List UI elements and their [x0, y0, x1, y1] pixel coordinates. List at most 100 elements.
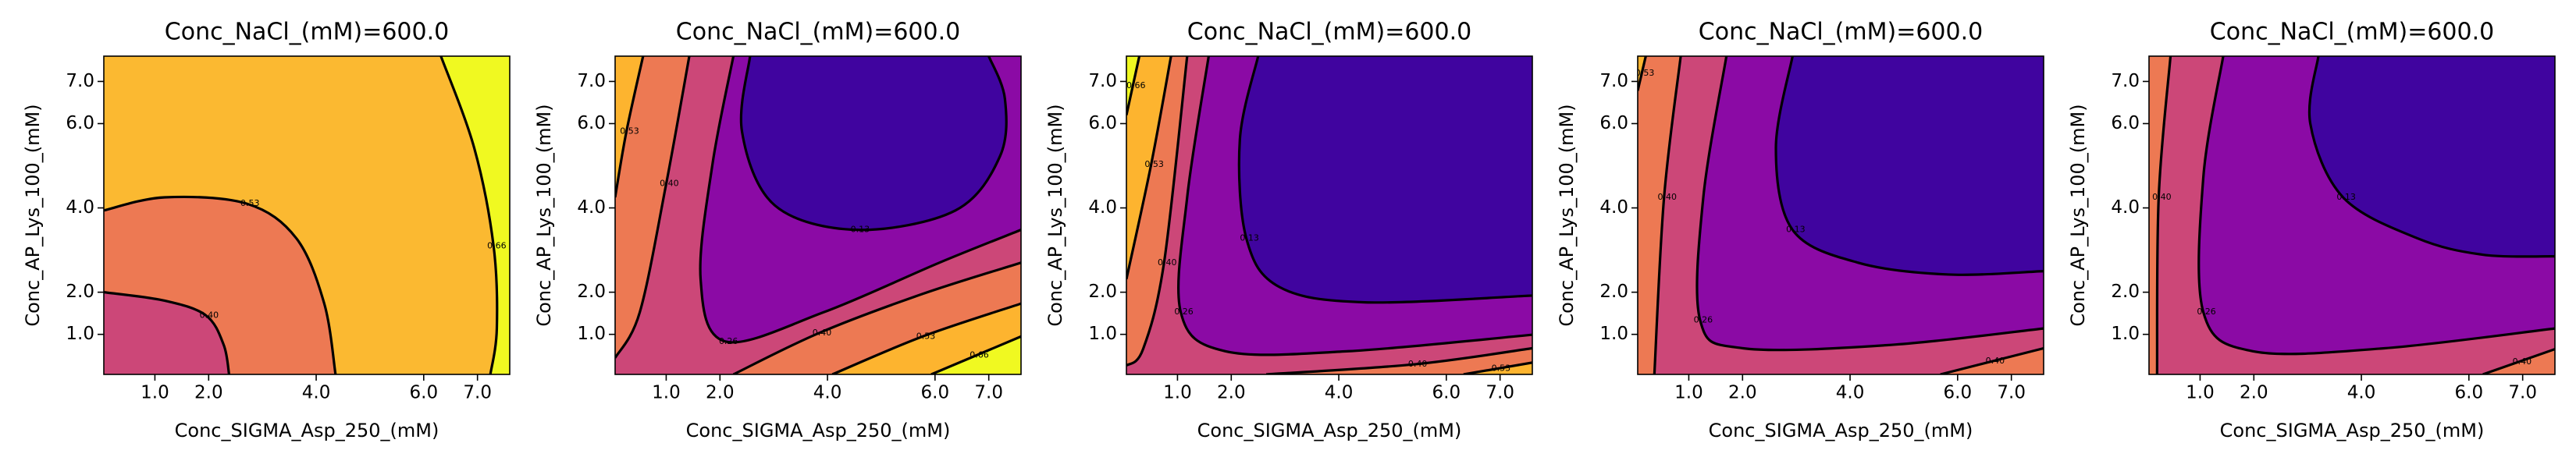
y-tick-label: 4.0	[2111, 197, 2140, 218]
contour-fill	[1239, 56, 1532, 303]
x-tick-label: 2.0	[194, 383, 223, 403]
contour-line	[1774, 56, 2044, 276]
y-tick-label: 4.0	[1088, 197, 1117, 218]
contour-label: 0.40	[1158, 257, 1177, 268]
contour-line	[1463, 361, 1532, 374]
contour-label: 0.40	[813, 328, 832, 338]
x-tick-label: 4.0	[2347, 383, 2376, 403]
chart-title: Conc_NaCl_(mM)=600.0	[676, 19, 960, 46]
contour-label: 0.53	[916, 331, 936, 341]
contour-line	[2482, 348, 2555, 374]
x-axis-label: Conc_SIGMA_Asp_250_(mM)	[686, 420, 951, 441]
contour-fill	[1776, 56, 2044, 275]
plot-area: 0.40 0.53 0.26 0.13 0.40	[1635, 56, 2044, 374]
y-tick-label: 1.0	[66, 324, 94, 344]
contour-label: 0.26	[2197, 307, 2216, 317]
y-tick-label: 6.0	[577, 113, 606, 133]
contour-line	[2197, 56, 2555, 356]
y-tick-label: 2.0	[1088, 282, 1117, 302]
contour-line	[1940, 346, 2044, 374]
contour-label: 0.26	[1174, 307, 1194, 317]
contour-line	[1126, 56, 1189, 367]
contour-line	[1126, 56, 1141, 115]
contour-label: 0.66	[970, 350, 989, 360]
contour-fill	[2309, 56, 2555, 257]
y-axis-label: Conc_AP_Lys_100_(mM)	[1044, 104, 1066, 326]
contour-label: 0.53	[1144, 159, 1164, 169]
contour-fill	[615, 56, 643, 198]
contour-line	[1265, 346, 1532, 374]
x-tick-label: 6.0	[1432, 383, 1461, 403]
contour-line	[615, 56, 645, 198]
panel: 0.40 0.53 0.26 0.13 0.40 1.0 2.0 4.0 6.0 7.0 1.0 2.…	[1556, 19, 2044, 441]
y-tick-label: 2.0	[2111, 282, 2140, 302]
y-axis-label: Conc_AP_Lys_100_(mM)	[22, 104, 44, 326]
axes-frame	[1637, 55, 2044, 375]
plot-area: 0.40 0.53 0.66 0.26 0.13 0.40 0.53	[1126, 56, 1532, 374]
contour-line	[2307, 56, 2555, 258]
y-tick-label: 6.0	[1088, 113, 1117, 133]
x-tick-label: 1.0	[1674, 383, 1703, 403]
y-tick-label: 7.0	[1088, 71, 1117, 91]
panel: 0.26 0.13 0.40 0.40 0.53 0.53 0.66 1.0 2.0 4.0 6.0…	[533, 19, 1022, 441]
plot-area: 0.26 0.13 0.40 0.40 0.53 0.53 0.66	[615, 56, 1021, 374]
contour-line	[439, 56, 499, 374]
contour-fill	[104, 292, 229, 374]
contour-line	[739, 56, 1008, 232]
y-tick-label: 2.0	[577, 282, 606, 302]
x-tick-label: 4.0	[1836, 383, 1865, 403]
contour-label: 0.66	[1126, 80, 1146, 90]
contour-line	[1638, 56, 1647, 91]
x-tick-label: 6.0	[2455, 383, 2484, 403]
axes-frame	[103, 55, 511, 375]
contour-label: 0.66	[487, 241, 507, 251]
contour-label: 0.40	[1657, 192, 1677, 202]
contour-line	[699, 56, 1021, 344]
contour-label: 0.13	[2336, 192, 2356, 202]
contour-line	[104, 195, 337, 374]
x-tick-label: 7.0	[1485, 383, 1514, 403]
contour-label: 0.26	[719, 336, 738, 346]
y-axis-label: Conc_AP_Lys_100_(mM)	[1556, 104, 1578, 326]
contour-line	[615, 56, 691, 359]
y-tick-label: 1.0	[2111, 324, 2140, 344]
panel: 0.53 0.40 0.66 1.0 2.0 4.0 6.0 7.0 1.0 2.0 4.0 6.0 7…	[22, 19, 511, 441]
y-tick-label: 6.0	[2111, 113, 2140, 133]
y-axis-label: Conc_AP_Lys_100_(mM)	[2067, 104, 2089, 326]
contour-label: 0.26	[1694, 314, 1713, 324]
contour-label: 0.40	[2152, 192, 2172, 202]
x-tick-label: 1.0	[2186, 383, 2215, 403]
x-tick-label: 6.0	[410, 383, 439, 403]
contour-line	[1237, 56, 1532, 304]
x-tick-label: 7.0	[1997, 383, 2026, 403]
x-tick-label: 1.0	[652, 383, 681, 403]
x-tick-label: 2.0	[2240, 383, 2268, 403]
x-tick-label: 7.0	[2508, 383, 2537, 403]
x-axis-label: Conc_SIGMA_Asp_250_(mM)	[2220, 420, 2485, 441]
x-axis-label: Conc_SIGMA_Asp_250_(mM)	[175, 420, 439, 441]
contour-label: 0.53	[1635, 68, 1655, 78]
y-tick-label: 1.0	[577, 324, 606, 344]
x-tick-label: 1.0	[1163, 383, 1192, 403]
contour-line	[831, 302, 1021, 374]
contour-label: 0.40	[1986, 356, 2005, 366]
chart-title: Conc_NaCl_(mM)=600.0	[1699, 19, 1983, 46]
contour-label: 0.40	[200, 310, 219, 320]
y-axis-label: Conc_AP_Lys_100_(mM)	[533, 104, 555, 326]
contour-fill	[615, 56, 690, 358]
contour-label: 0.13	[851, 225, 870, 235]
y-tick-label: 4.0	[66, 197, 94, 218]
axes-frame	[614, 55, 1022, 375]
contour-label: 0.53	[620, 126, 639, 136]
y-tick-label: 1.0	[1088, 324, 1117, 344]
x-axis-label: Conc_SIGMA_Asp_250_(mM)	[1197, 420, 1462, 441]
x-tick-label: 1.0	[141, 383, 169, 403]
chart-title: Conc_NaCl_(mM)=600.0	[2210, 19, 2494, 46]
x-tick-label: 6.0	[921, 383, 950, 403]
chart-title: Conc_NaCl_(mM)=600.0	[165, 19, 449, 46]
y-tick-label: 2.0	[1599, 282, 1628, 302]
x-tick-label: 7.0	[463, 383, 492, 403]
x-tick-label: 2.0	[706, 383, 735, 403]
y-tick-label: 1.0	[1599, 324, 1628, 344]
